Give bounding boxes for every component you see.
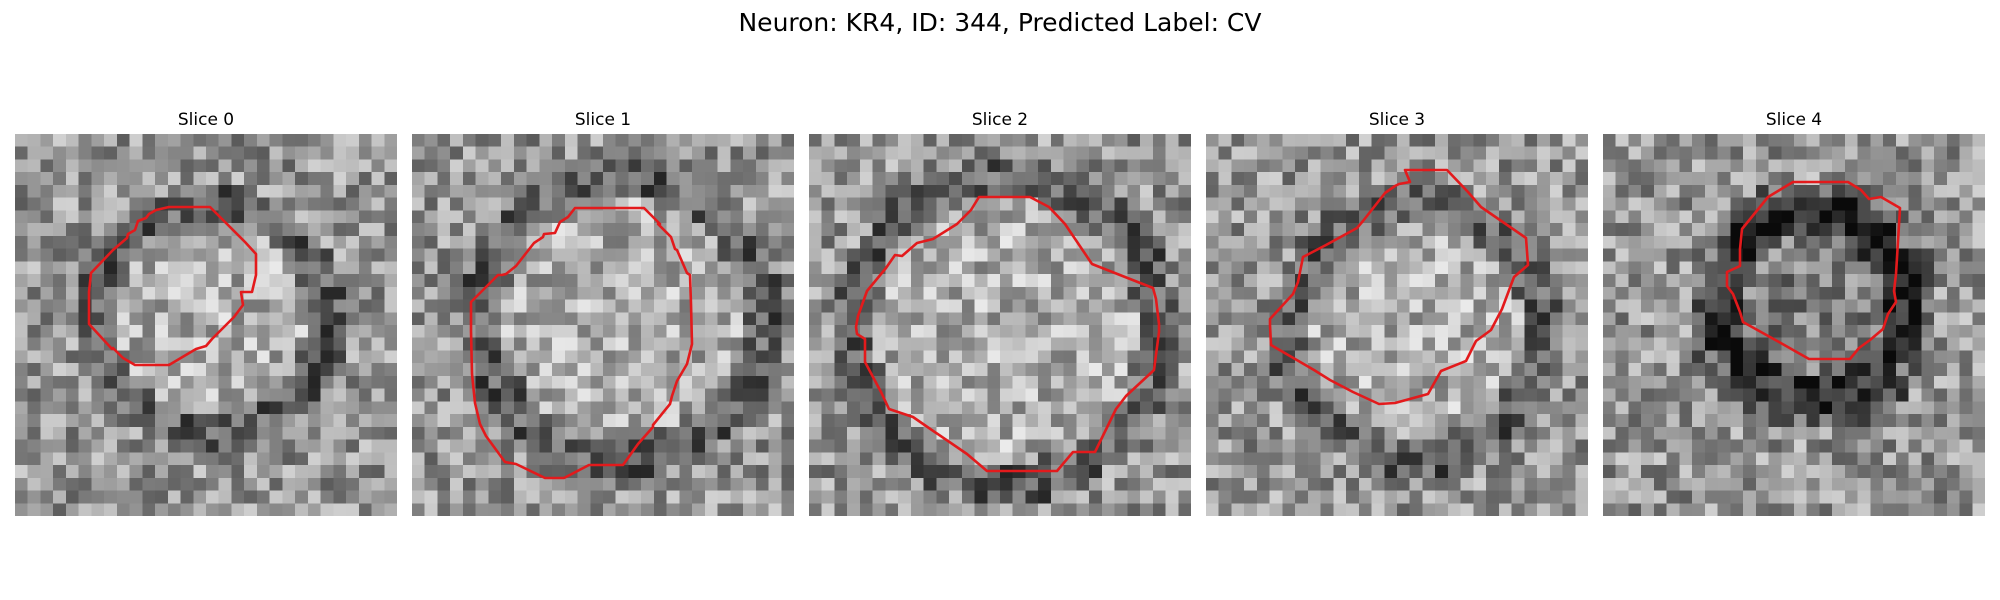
slice-image xyxy=(1206,134,1588,516)
slice-panel-3: Slice 3 xyxy=(1206,109,1588,516)
slice-title: Slice 2 xyxy=(809,109,1191,134)
slice-image xyxy=(1603,134,1985,516)
slice-title: Slice 4 xyxy=(1603,109,1985,134)
slice-panel-0: Slice 0 xyxy=(15,109,397,516)
figure-title: Neuron: KR4, ID: 344, Predicted Label: C… xyxy=(0,8,2000,37)
slice-title: Slice 1 xyxy=(412,109,794,134)
segmentation-contour xyxy=(1206,134,1588,516)
slice-image xyxy=(809,134,1191,516)
segmentation-contour xyxy=(1603,134,1985,516)
slice-image xyxy=(15,134,397,516)
segmentation-contour xyxy=(809,134,1191,516)
slice-title: Slice 0 xyxy=(15,109,397,134)
slice-panel-2: Slice 2 xyxy=(809,109,1191,516)
slice-panel-4: Slice 4 xyxy=(1603,109,1985,516)
segmentation-contour xyxy=(412,134,794,516)
segmentation-contour xyxy=(15,134,397,516)
slice-image xyxy=(412,134,794,516)
slice-title: Slice 3 xyxy=(1206,109,1588,134)
slice-panel-1: Slice 1 xyxy=(412,109,794,516)
